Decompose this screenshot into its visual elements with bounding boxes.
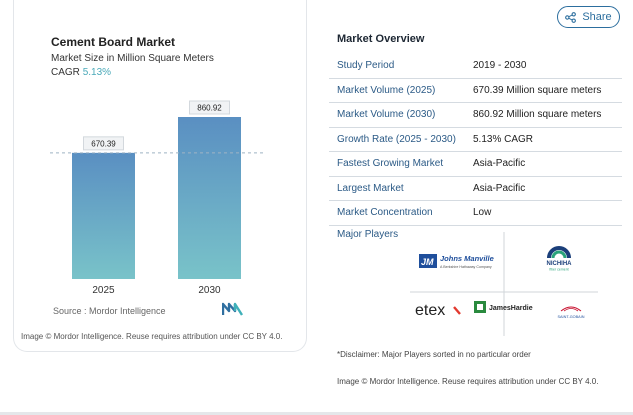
chart-source: Source : Mordor Intelligence bbox=[53, 306, 166, 316]
chart-subtitle: Market Size in Million Square Meters bbox=[51, 53, 214, 64]
bottom-strip bbox=[0, 412, 633, 415]
data-label: 860.92 bbox=[197, 104, 222, 113]
james-hardie-logo: JamesHardie bbox=[474, 300, 536, 319]
nichiha-tagline: fiber cement bbox=[549, 268, 568, 272]
nichiha-name: NICHIHA bbox=[547, 261, 573, 267]
overview-key: Largest Market bbox=[337, 182, 404, 194]
overview-row-fastest-growing: Fastest Growing Market Asia-Pacific bbox=[329, 152, 622, 177]
chart-title: Cement Board Market bbox=[51, 35, 176, 49]
data-label: 670.39 bbox=[91, 139, 116, 148]
data-label-box bbox=[189, 100, 230, 115]
etex-name: etex bbox=[415, 302, 445, 319]
category-label: 2030 bbox=[198, 285, 221, 296]
overview-key: Market Volume (2025) bbox=[337, 84, 436, 96]
overview-row-volume-2030: Market Volume (2030) 860.92 Million squa… bbox=[329, 103, 622, 128]
cagr-value: 5.13% bbox=[82, 67, 112, 78]
chart-attribution: Image © Mordor Intelligence. Reuse requi… bbox=[21, 332, 283, 341]
overview-value: 860.92 Million square meters bbox=[473, 109, 602, 121]
overview-key: Growth Rate (2025 - 2030) bbox=[337, 133, 456, 145]
cagr-label: CAGR bbox=[51, 67, 80, 78]
overview-table: Study Period 2019 - 2030 Market Volume (… bbox=[329, 54, 622, 226]
overview-key: Market Concentration bbox=[337, 207, 433, 219]
overview-row-volume-2025: Market Volume (2025) 670.39 Million squa… bbox=[329, 79, 622, 103]
overview-value: Low bbox=[473, 207, 492, 219]
nichiha-logo: NICHIHA fiber cement bbox=[543, 240, 575, 277]
overview-value: 5.13% CAGR bbox=[473, 133, 534, 145]
share-icon bbox=[565, 11, 577, 23]
data-label-box bbox=[83, 136, 124, 151]
overview-row-growth-rate: Growth Rate (2025 - 2030) 5.13% CAGR bbox=[329, 128, 622, 152]
chart-card bbox=[13, 0, 307, 352]
disclaimer: *Disclaimer: Major Players sorted in no … bbox=[337, 350, 531, 359]
overview-key: Study Period bbox=[337, 60, 395, 72]
category-label: 2025 bbox=[92, 285, 115, 296]
overview-value: Asia-Pacific bbox=[473, 158, 526, 170]
overview-value: 2019 - 2030 bbox=[473, 60, 527, 72]
bar-2025 bbox=[72, 152, 135, 279]
johns-manville-tagline: A Berkshire Hathaway Company bbox=[440, 265, 492, 269]
share-button[interactable]: Share bbox=[557, 6, 620, 28]
share-label: Share bbox=[582, 11, 612, 23]
overview-row-study-period: Study Period 2019 - 2030 bbox=[329, 54, 622, 79]
etex-logo: etex bbox=[414, 299, 462, 326]
mordor-logo-icon bbox=[222, 302, 244, 316]
johns-manville-name: Johns Manville bbox=[440, 254, 494, 263]
overview-row-largest-market: Largest Market Asia-Pacific bbox=[329, 177, 622, 201]
overview-key: Market Volume (2030) bbox=[337, 109, 436, 121]
james-hardie-name: JamesHardie bbox=[489, 305, 533, 312]
overview-title: Market Overview bbox=[337, 33, 425, 45]
overview-value: 670.39 Million square meters bbox=[473, 84, 602, 96]
overview-value: Asia-Pacific bbox=[473, 182, 526, 194]
overview-key: Fastest Growing Market bbox=[337, 158, 444, 170]
major-players-title: Major Players bbox=[337, 229, 399, 240]
overview-row-concentration: Market Concentration Low bbox=[329, 201, 622, 226]
saint-gobain-name: SAINT-GOBAIN bbox=[557, 315, 584, 319]
jm-monogram: JM bbox=[421, 257, 434, 267]
major-players-grid bbox=[410, 232, 598, 336]
saint-gobain-logo: SAINT-GOBAIN bbox=[553, 301, 589, 326]
johns-manville-logo: JM Johns Manville A Berkshire Hathaway C… bbox=[419, 253, 501, 276]
chart-cagr: CAGR 5.13% bbox=[51, 67, 111, 78]
bar-2030 bbox=[178, 117, 241, 279]
attribution: Image © Mordor Intelligence. Reuse requi… bbox=[337, 377, 599, 386]
